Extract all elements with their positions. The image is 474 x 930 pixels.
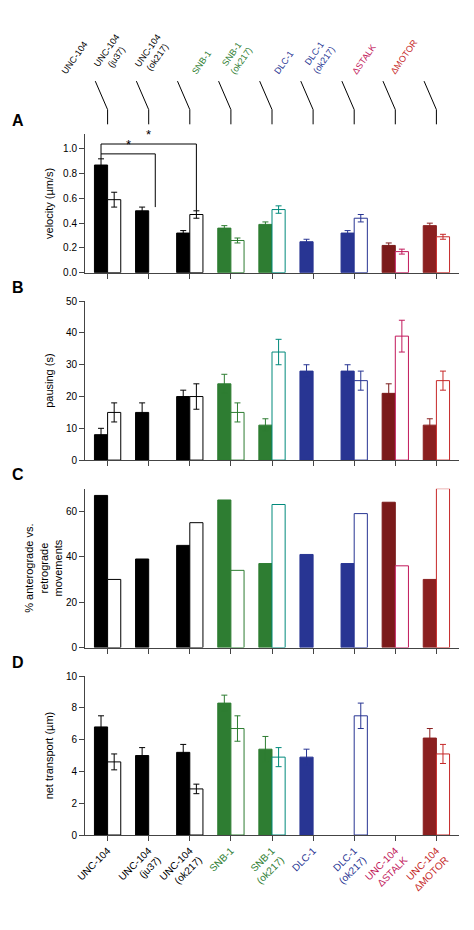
svg-text:velocity (µm/s): velocity (µm/s) [43,168,55,239]
svg-text:net transport (µm): net transport (µm) [43,712,55,800]
svg-text:DLC-1: DLC-1 [290,845,319,874]
svg-text:*: * [146,127,151,142]
svg-text:DLC-1(ok217): DLC-1(ok217) [327,845,368,886]
svg-text:2: 2 [71,798,77,809]
svg-text:0.0: 0.0 [63,267,77,278]
svg-text:D: D [12,654,24,671]
svg-text:0: 0 [71,642,77,653]
svg-text:B: B [12,279,24,296]
svg-text:20: 20 [66,391,78,402]
svg-text:UNC-104: UNC-104 [60,40,90,76]
svg-text:A: A [12,112,24,129]
svg-text:pausing (s): pausing (s) [43,353,55,407]
svg-text:UNC-104(ok217): UNC-104(ok217) [157,845,204,892]
svg-text:DLC-1(ok217): DLC-1(ok217) [302,38,337,75]
svg-text:UNC-104ΔMOTOR: UNC-104ΔMOTOR [403,845,451,893]
svg-text:% anterograde vs.retrogrademov: % anterograde vs.retrogrademovements [23,523,64,612]
svg-text:ΔSTALK: ΔSTALK [350,43,378,76]
svg-text:UNC-104(ju37): UNC-104(ju37) [116,845,163,892]
svg-text:SNB-1(ok217): SNB-1(ok217) [219,39,254,76]
svg-text:ΔMOTOR: ΔMOTOR [389,37,420,75]
svg-text:SNB-1: SNB-1 [207,845,236,874]
svg-text:60: 60 [66,506,78,517]
svg-text:0: 0 [71,830,77,841]
svg-text:40: 40 [66,327,78,338]
svg-text:0.2: 0.2 [63,242,77,253]
svg-text:10: 10 [66,671,78,682]
svg-text:UNC-104ΔSTALK: UNC-104ΔSTALK [363,845,410,892]
svg-text:20: 20 [66,597,78,608]
svg-text:UNC-104: UNC-104 [75,845,113,883]
svg-text:0.6: 0.6 [63,193,77,204]
svg-text:0.4: 0.4 [63,218,77,229]
svg-text:30: 30 [66,359,78,370]
svg-text:UNC-104(ok217): UNC-104(ok217) [133,32,172,75]
svg-text:UNC-104(ju37): UNC-104(ju37) [92,32,131,75]
svg-text:0.8: 0.8 [63,168,77,179]
svg-text:8: 8 [71,702,77,713]
svg-text:DLC-1: DLC-1 [272,49,295,76]
svg-text:SNB-1: SNB-1 [190,49,213,76]
svg-text:1.0: 1.0 [63,143,77,154]
svg-text:*: * [126,137,131,152]
svg-text:40: 40 [66,551,78,562]
svg-text:C: C [12,466,24,483]
svg-text:4: 4 [71,766,77,777]
svg-text:50: 50 [66,296,78,307]
svg-text:0: 0 [71,455,77,466]
svg-text:SNB-1(ok217): SNB-1(ok217) [245,845,286,886]
svg-text:6: 6 [71,734,77,745]
svg-text:10: 10 [66,423,78,434]
